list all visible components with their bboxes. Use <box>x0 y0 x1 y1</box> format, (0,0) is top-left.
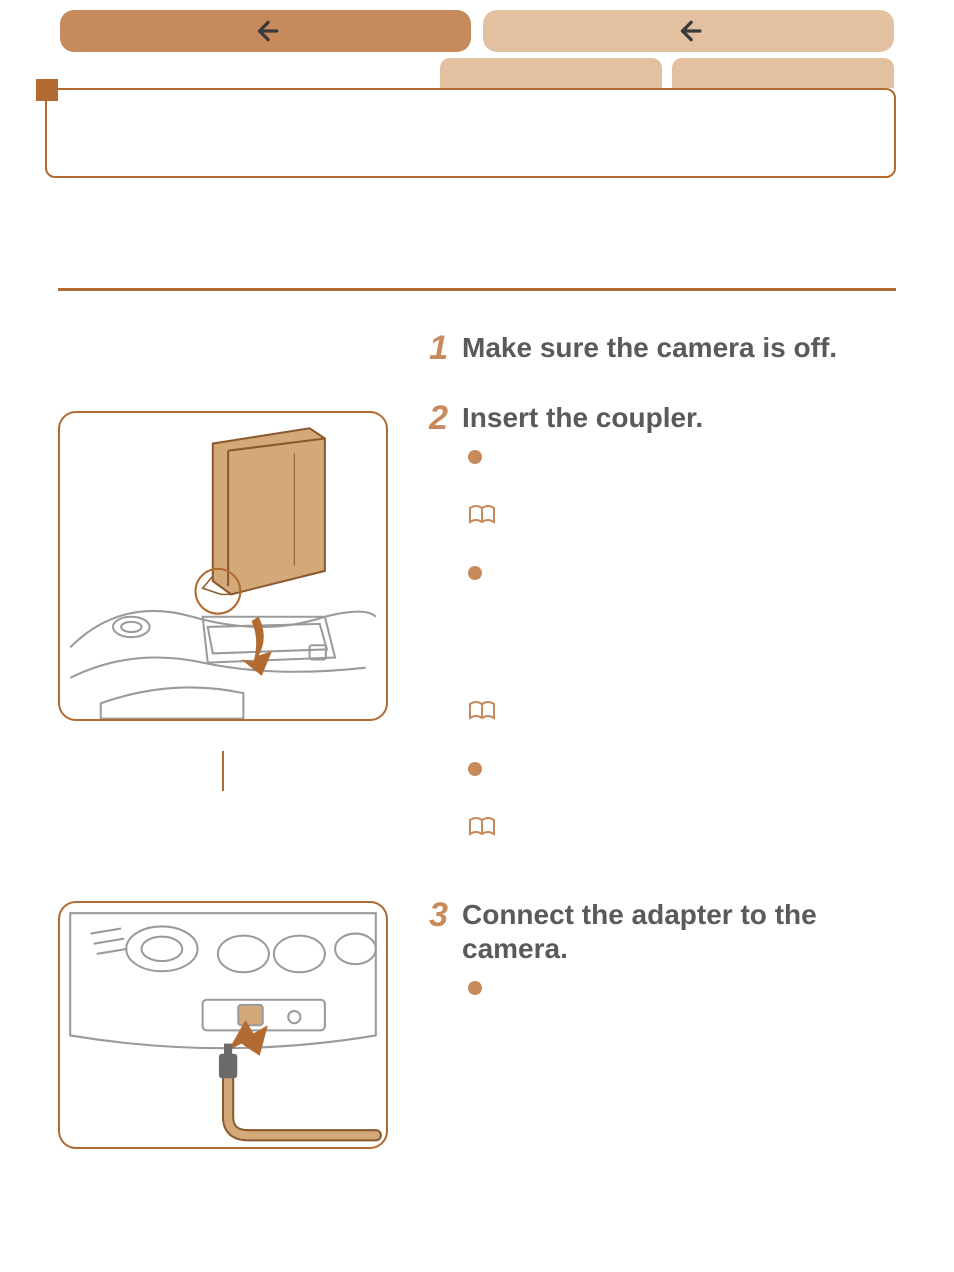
info-box <box>45 88 896 178</box>
step-reference <box>468 816 896 838</box>
sub-tabs <box>0 52 954 88</box>
cable-shape <box>219 1043 376 1135</box>
bullet-icon <box>468 762 482 776</box>
step-detail <box>468 450 896 464</box>
step-detail <box>468 981 896 995</box>
nav-tab-back-secondary[interactable] <box>483 10 894 52</box>
figure-insert-coupler <box>58 411 388 721</box>
figure-connect-adapter <box>58 901 388 1150</box>
sub-tab-2[interactable] <box>672 58 894 88</box>
step-reference <box>468 700 896 722</box>
step-number: 2 <box>418 401 448 879</box>
step-title: Insert the coupler. <box>462 401 896 435</box>
nav-tabs <box>0 0 954 52</box>
content-area: 1 Make sure the camera is off. 2 Insert … <box>0 291 954 1179</box>
step-1: 1 Make sure the camera is off. <box>418 331 896 381</box>
nav-tab-back-primary[interactable] <box>60 10 471 52</box>
arrow-left-icon <box>676 18 702 44</box>
book-icon <box>468 504 496 526</box>
step-detail <box>468 566 896 580</box>
figures-column <box>58 331 388 1179</box>
book-icon <box>468 816 496 838</box>
step-title: Make sure the camera is off. <box>462 331 896 365</box>
step-number: 1 <box>418 331 448 381</box>
bullet-icon <box>468 450 482 464</box>
sub-tab-1[interactable] <box>440 58 662 88</box>
step-number: 3 <box>418 898 448 1035</box>
callout-line <box>222 751 224 791</box>
step-reference <box>468 504 896 526</box>
steps-column: 1 Make sure the camera is off. 2 Insert … <box>418 331 896 1179</box>
step-detail <box>468 762 896 776</box>
bullet-icon <box>468 566 482 580</box>
book-icon <box>468 700 496 722</box>
arrow-left-icon <box>253 18 279 44</box>
step-2: 2 Insert the coupler. <box>418 401 896 879</box>
step-3: 3 Connect the adapter to the camera. <box>418 898 896 1035</box>
step-title: Connect the adapter to the camera. <box>462 898 896 965</box>
bullet-icon <box>468 981 482 995</box>
info-box-marker <box>36 79 58 101</box>
